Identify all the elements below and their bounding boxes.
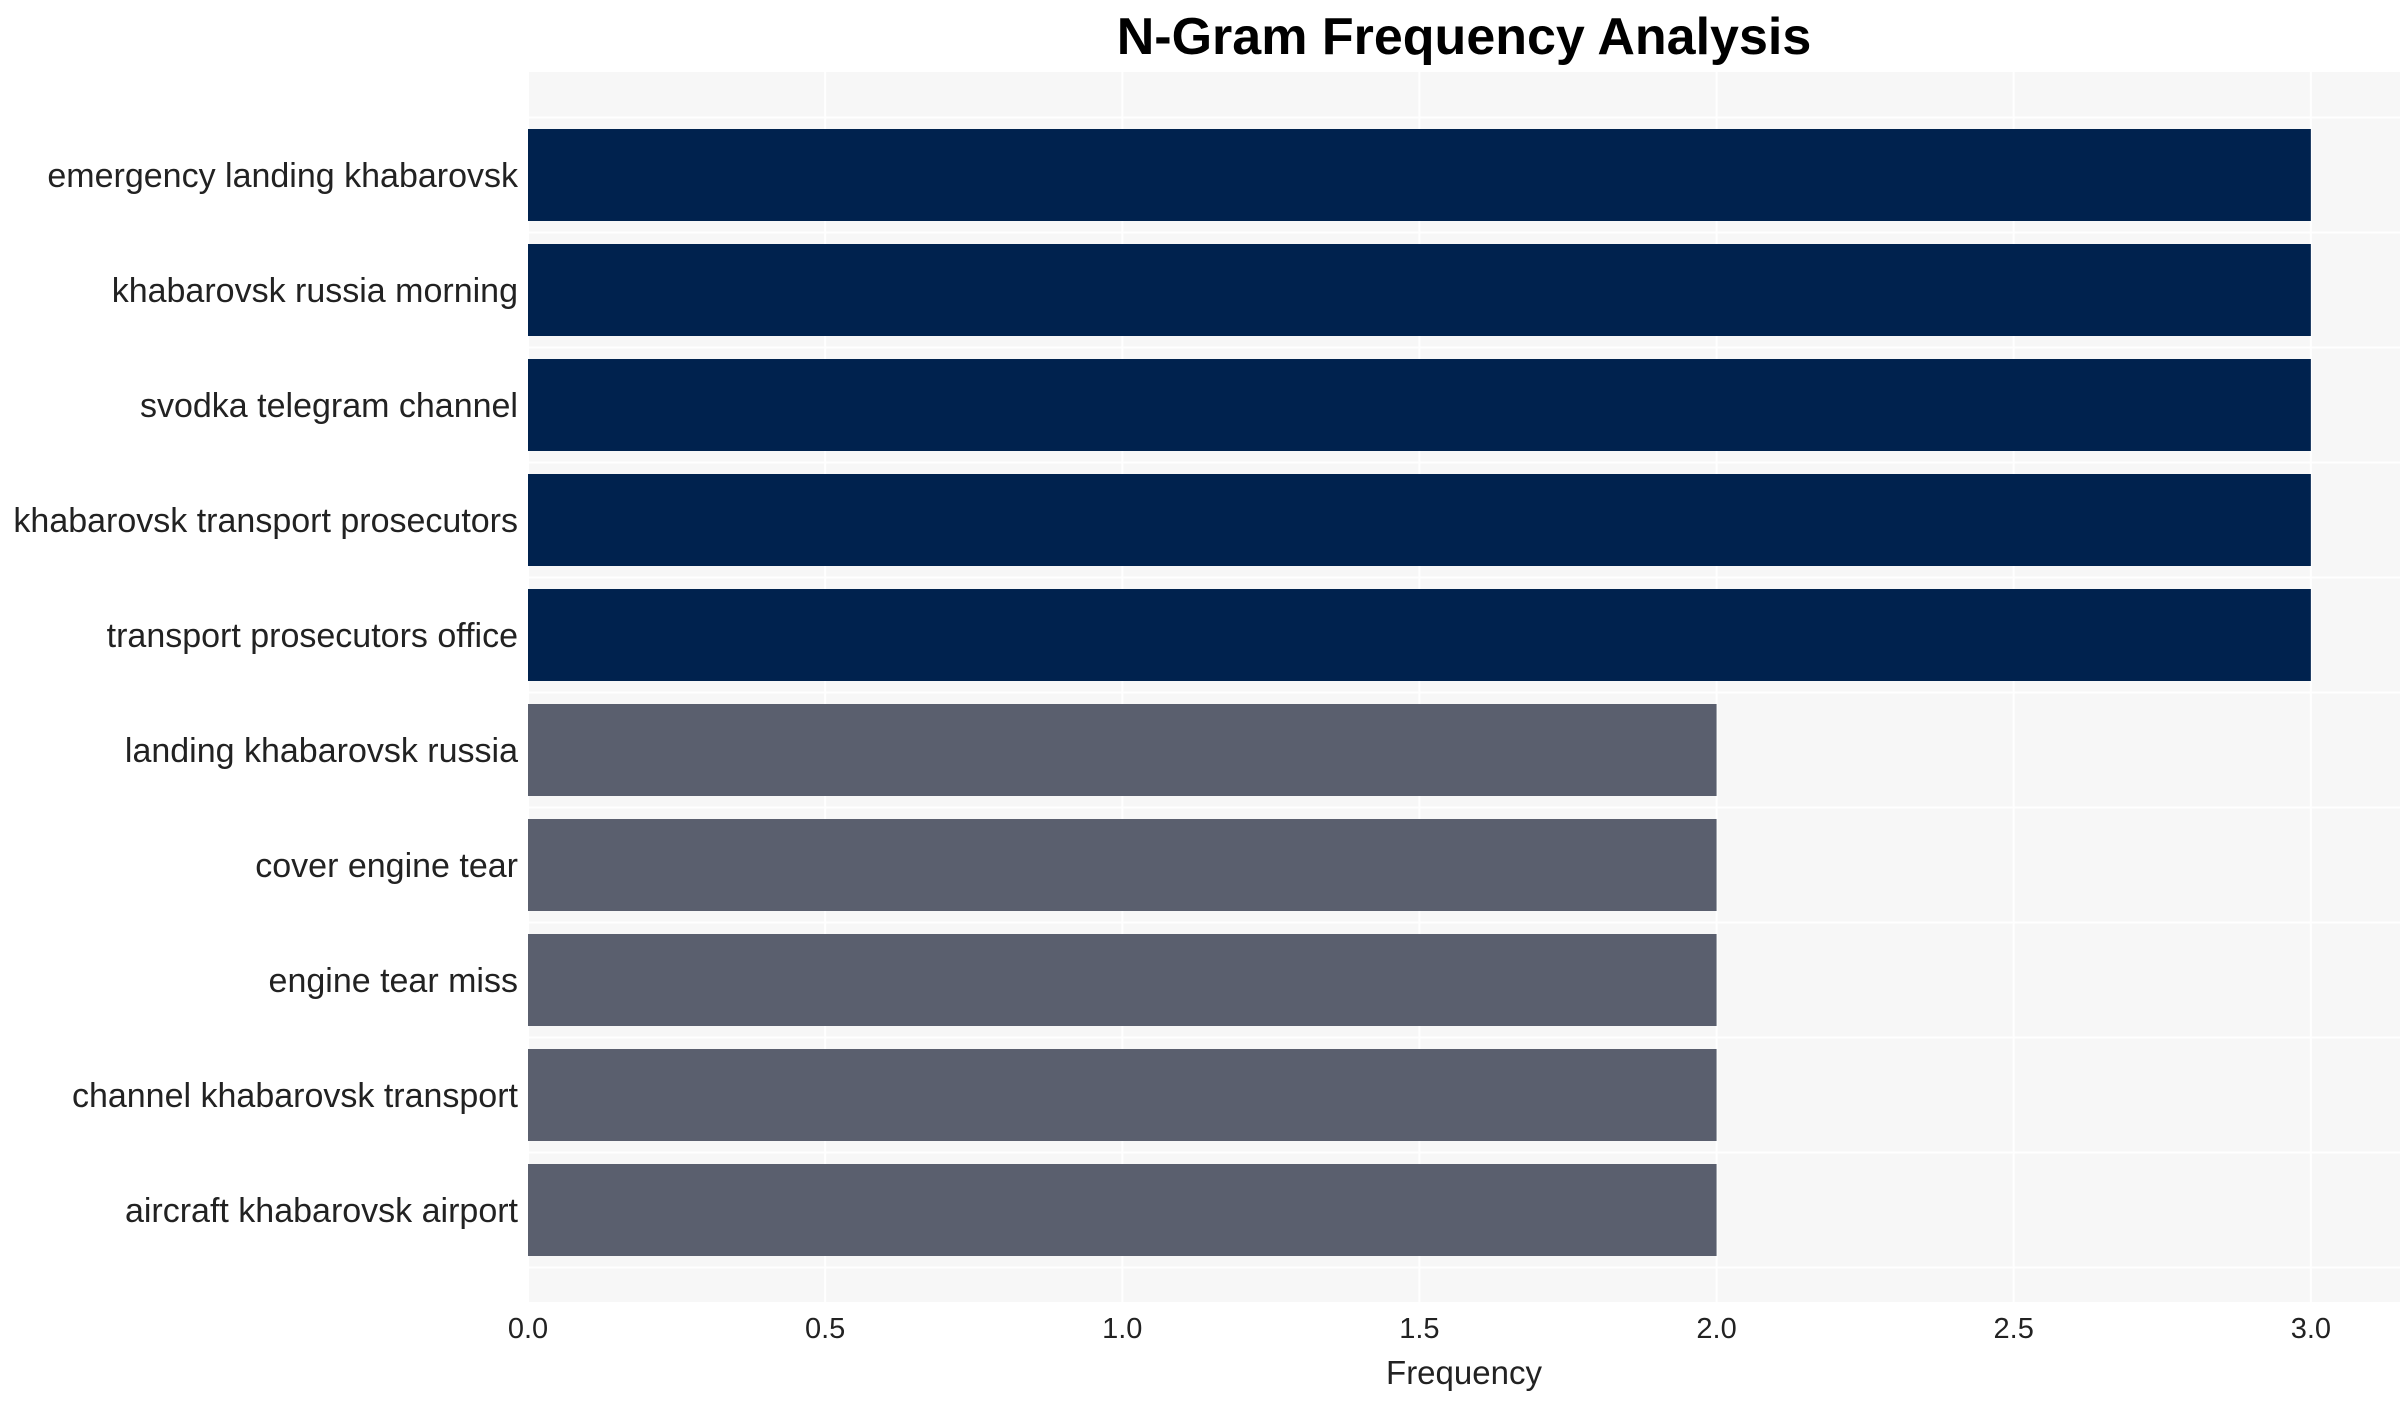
bars [528, 129, 2311, 1256]
category-label: transport prosecutors office [107, 617, 518, 655]
bar [528, 934, 1717, 1026]
bar [528, 819, 1717, 911]
bar [528, 244, 2311, 336]
grid-lines [527, 72, 2400, 1302]
bar [528, 129, 2311, 221]
x-tick-labels: 0.0 0.5 1.0 1.5 2.0 2.5 3.0 [508, 1313, 2331, 1345]
bar [528, 1049, 1717, 1141]
bar [528, 704, 1717, 796]
category-label: khabarovsk transport prosecutors [13, 502, 518, 540]
x-tick-label: 2.0 [1696, 1313, 1736, 1345]
category-label: landing khabarovsk russia [125, 732, 518, 770]
x-tick-label: 2.5 [1994, 1313, 2034, 1345]
bar [528, 589, 2311, 681]
x-tick-label: 0.0 [508, 1313, 548, 1345]
category-label: cover engine tear [255, 847, 518, 885]
category-label: khabarovsk russia morning [112, 272, 518, 310]
category-label: emergency landing khabarovsk [47, 157, 519, 195]
category-label: channel khabarovsk transport [72, 1077, 519, 1115]
category-label: svodka telegram channel [140, 387, 518, 425]
category-label: engine tear miss [269, 962, 518, 1000]
bar [528, 474, 2311, 566]
x-tick-label: 1.5 [1399, 1313, 1439, 1345]
x-tick-label: 0.5 [805, 1313, 845, 1345]
category-label: aircraft khabarovsk airport [125, 1192, 519, 1230]
category-labels: emergency landing khabarovsk khabarovsk r… [13, 157, 519, 1230]
x-tick-label: 1.0 [1102, 1313, 1142, 1345]
bar [528, 1164, 1717, 1256]
x-axis-label: Frequency [1386, 1354, 1542, 1391]
chart-title: N-Gram Frequency Analysis [1117, 8, 1812, 66]
bar [528, 359, 2311, 451]
x-tick-label: 3.0 [2291, 1313, 2331, 1345]
